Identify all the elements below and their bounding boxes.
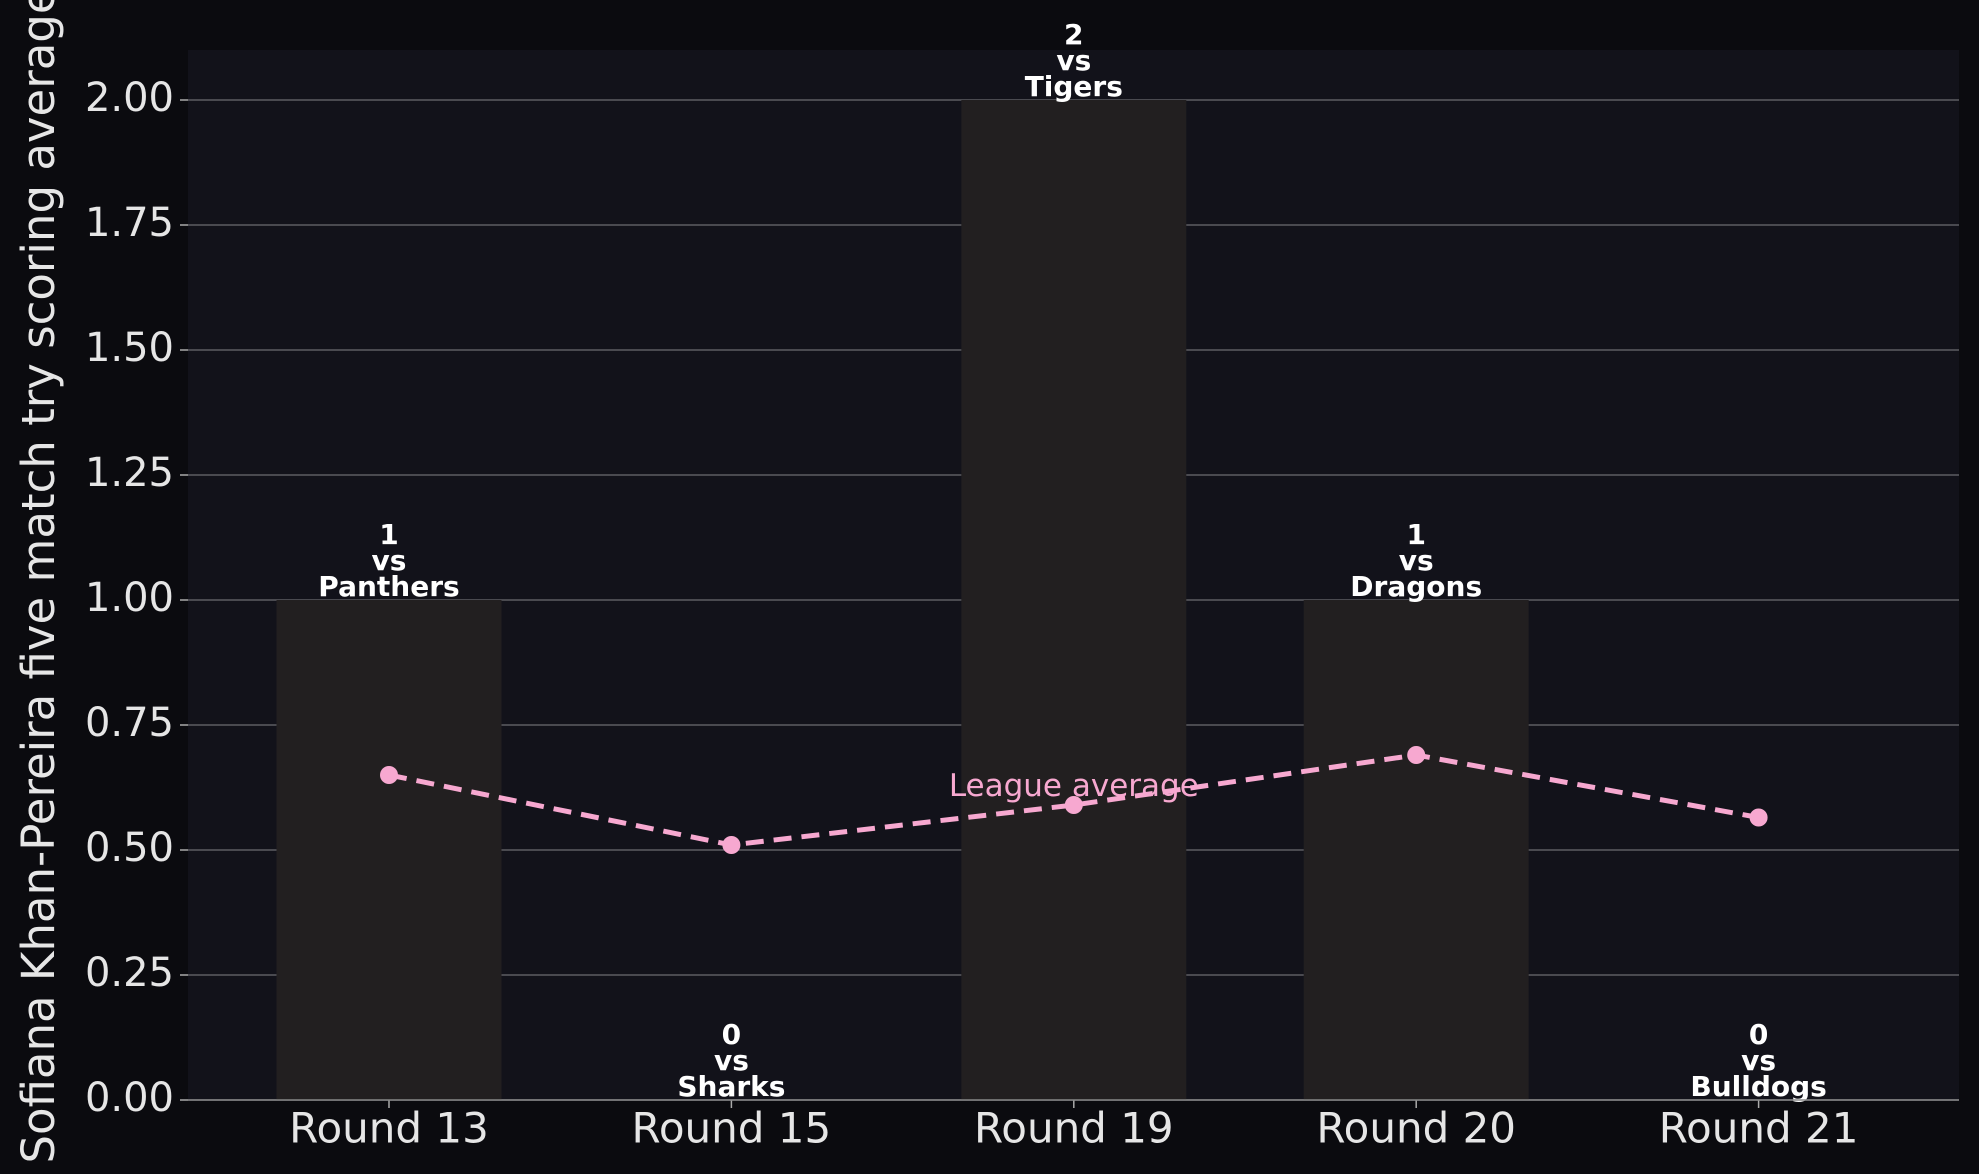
y-tick-label: 1.75 [85, 200, 174, 246]
bar-opponent-label: Bulldogs [1690, 1070, 1826, 1103]
bar-value-label: 2 [1064, 18, 1083, 51]
y-tick-label: 1.25 [85, 450, 174, 496]
bar-opponent-label: Panthers [318, 570, 459, 603]
y-tick-label: 1.00 [85, 575, 174, 621]
bar-value-label: 1 [1406, 518, 1425, 551]
y-tick-label: 2.00 [85, 75, 174, 121]
y-tick-label: 0.00 [85, 1075, 174, 1121]
bar-connector-label: vs [714, 1044, 749, 1077]
bar [276, 600, 502, 1100]
average-point [722, 836, 741, 854]
average-point [1749, 808, 1768, 827]
average-annotation: League average [949, 768, 1199, 804]
y-tick-label: 0.50 [85, 825, 174, 871]
y-axis-label: Sofiana Khan-Pereira five match try scor… [12, 0, 65, 1164]
y-tick-label: 1.50 [85, 325, 174, 371]
bar [1303, 600, 1529, 1100]
bar-value-label: 0 [722, 1018, 741, 1051]
bar-opponent-label: Sharks [677, 1070, 785, 1103]
x-tick-label: Round 21 [1659, 1104, 1859, 1153]
bar [961, 100, 1187, 1100]
average-point [1407, 746, 1426, 764]
bar-opponent-label: Tigers [1025, 70, 1123, 103]
bar-value-label: 0 [1749, 1018, 1768, 1051]
bar-connector-label: vs [1399, 544, 1434, 577]
x-tick-label: Round 19 [974, 1104, 1174, 1153]
average-point [1064, 796, 1083, 814]
x-tick-label: Round 20 [1316, 1104, 1516, 1153]
bar-connector-label: vs [372, 544, 407, 577]
bar-value-label: 1 [379, 518, 398, 551]
x-tick-label: Round 15 [632, 1104, 832, 1153]
y-tick-label: 0.25 [85, 950, 174, 996]
average-line [388, 752, 1760, 848]
bar-connector-label: vs [1741, 1044, 1776, 1077]
x-tick-label: Round 13 [289, 1104, 489, 1153]
y-tick-label: 0.75 [85, 700, 174, 746]
bar-opponent-label: Dragons [1350, 570, 1482, 603]
bar-connector-label: vs [1056, 44, 1091, 77]
average-point [380, 766, 398, 784]
